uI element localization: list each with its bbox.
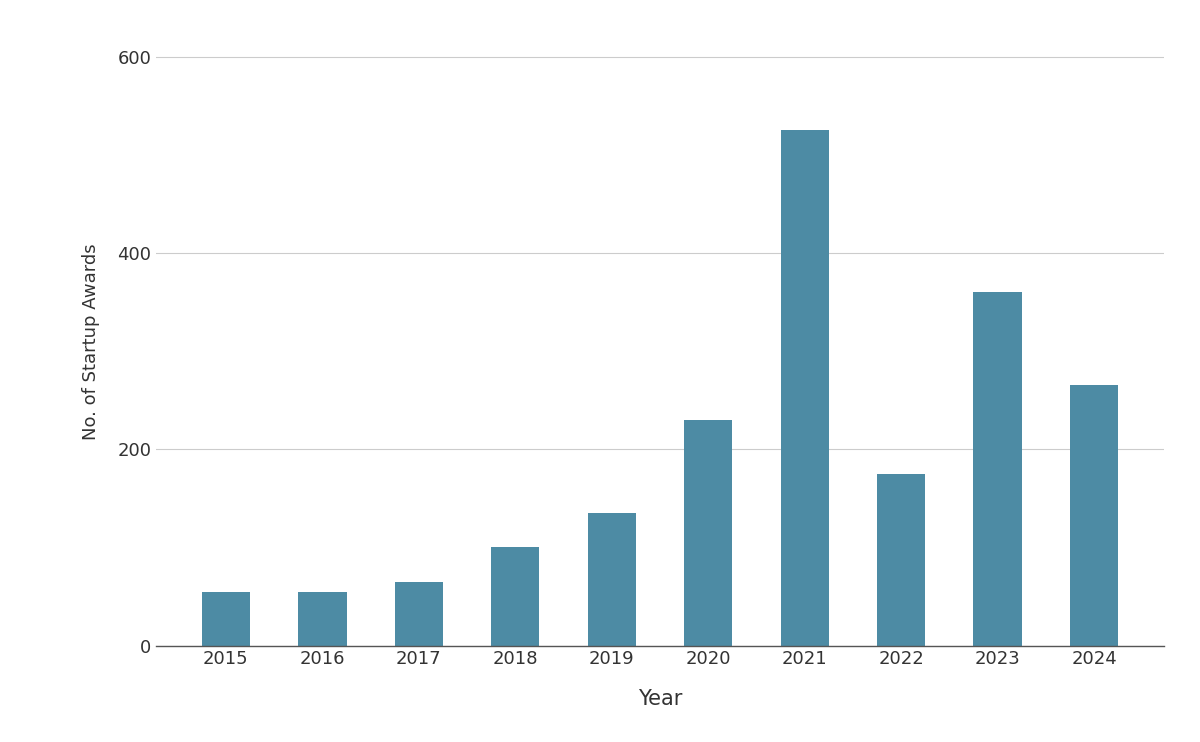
- Bar: [395, 582, 443, 646]
- Bar: [491, 548, 540, 646]
- Bar: [684, 420, 732, 646]
- Bar: [780, 131, 829, 646]
- X-axis label: Year: Year: [638, 689, 682, 709]
- Bar: [877, 474, 925, 646]
- Bar: [973, 292, 1021, 646]
- Bar: [588, 513, 636, 646]
- Bar: [202, 591, 250, 646]
- Y-axis label: No. of Startup Awards: No. of Startup Awards: [83, 243, 101, 439]
- Bar: [299, 591, 347, 646]
- Bar: [1070, 386, 1118, 646]
